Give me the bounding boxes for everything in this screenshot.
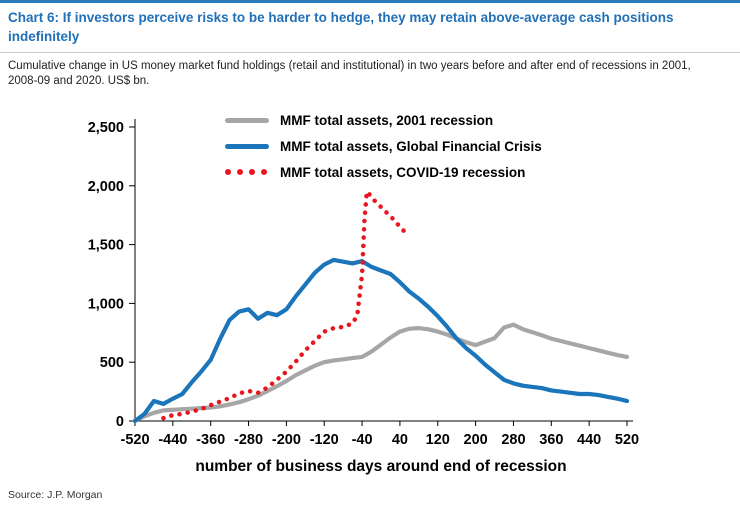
- legend-label-2001: MMF total assets, 2001 recession: [280, 112, 494, 128]
- svg-text:-40: -40: [352, 432, 373, 448]
- svg-text:500: 500: [100, 355, 124, 371]
- top-divider: [0, 0, 740, 3]
- legend-item-covid: MMF total assets, COVID-19 recession: [225, 163, 542, 181]
- svg-text:440: 440: [577, 432, 601, 448]
- red-dot-icon: [237, 169, 243, 175]
- legend-swatch-red-dotted: [225, 169, 269, 175]
- legend: MMF total assets, 2001 recession MMF tot…: [225, 111, 542, 181]
- source-note: Source: J.P. Morgan: [8, 489, 103, 501]
- legend-item-2001: MMF total assets, 2001 recession: [225, 111, 542, 129]
- legend-item-gfc: MMF total assets, Global Financial Crisi…: [225, 137, 542, 155]
- svg-text:200: 200: [464, 432, 488, 448]
- svg-text:-440: -440: [158, 432, 187, 448]
- red-dot-icon: [249, 169, 255, 175]
- svg-text:1,500: 1,500: [88, 238, 124, 254]
- svg-text:0: 0: [116, 414, 124, 430]
- svg-text:520: 520: [615, 432, 639, 448]
- svg-text:-280: -280: [234, 432, 263, 448]
- svg-text:280: 280: [501, 432, 525, 448]
- legend-label-gfc: MMF total assets, Global Financial Crisi…: [280, 138, 542, 154]
- svg-text:2,000: 2,000: [88, 179, 124, 195]
- svg-text:-520: -520: [120, 432, 149, 448]
- legend-swatch-gray: [225, 117, 269, 123]
- chart-canvas: -520 -440 -360 -280 -200 -120 -40 40 120 200 280 36…: [88, 119, 639, 475]
- red-dot-icon: [261, 169, 267, 175]
- svg-text:120: 120: [426, 432, 450, 448]
- svg-text:-120: -120: [310, 432, 339, 448]
- svg-text:-360: -360: [196, 432, 225, 448]
- svg-text:1,000: 1,000: [88, 296, 124, 312]
- red-dot-icon: [225, 169, 231, 175]
- svg-text:360: 360: [539, 432, 563, 448]
- legend-label-covid: MMF total assets, COVID-19 recession: [280, 164, 526, 180]
- svg-text:-200: -200: [272, 432, 301, 448]
- legend-swatch-blue: [225, 143, 269, 149]
- chart-subtitle: Cumulative change in US money market fun…: [8, 60, 691, 87]
- svg-text:40: 40: [392, 432, 408, 448]
- svg-text:number of business days around: number of business days around end of re…: [195, 458, 566, 475]
- svg-text:2,500: 2,500: [88, 120, 124, 136]
- title-divider: [0, 52, 740, 53]
- chart-area: -520 -440 -360 -280 -200 -120 -40 40 120 200 280 36…: [0, 91, 740, 486]
- chart-title: Chart 6: If investors perceive risks to …: [8, 10, 674, 44]
